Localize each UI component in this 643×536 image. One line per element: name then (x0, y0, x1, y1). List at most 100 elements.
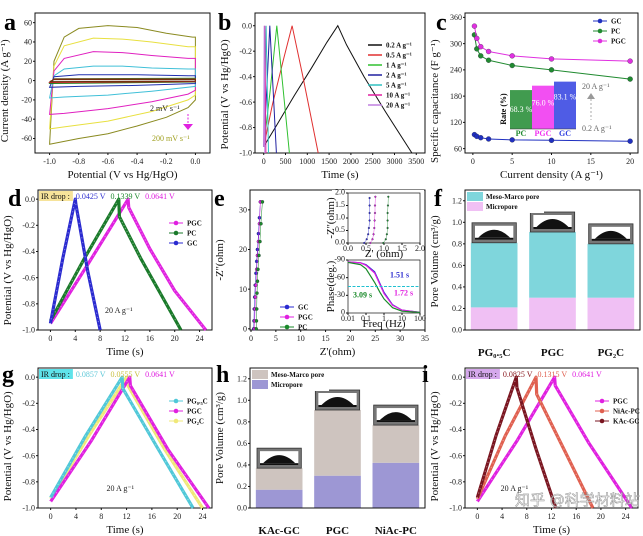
inset-x-axis-label: Z' (ohm) (365, 248, 404, 260)
ir-drop-label-bg (39, 191, 73, 201)
y-tick-label: -0.4 (22, 425, 35, 434)
y-tick-label: 0.6 (237, 439, 247, 448)
y-tick-label: 0.2 (452, 304, 462, 313)
data-point (509, 137, 515, 143)
ir-drop-label: IR drop : (41, 192, 70, 201)
data-point-markers (476, 376, 556, 505)
data-point (367, 226, 370, 230)
legend-marker (173, 220, 179, 226)
series-line (476, 375, 634, 509)
inset-annotation-bottom: 0.2 A g⁻¹ (582, 124, 612, 133)
arrow-down-icon (183, 124, 193, 130)
x-tick-label: 20 (597, 512, 605, 521)
legend-label: KAc-GC (613, 418, 639, 426)
plot-frame (249, 367, 426, 509)
x-tick-label: 3500 (408, 157, 424, 166)
y-tick-label: 0.4 (237, 461, 247, 470)
bar-segment (587, 297, 635, 330)
y-axis-label: Pore Volume (cm³/g) (429, 215, 441, 307)
x-tick-label: 15 (587, 157, 595, 166)
panel-letter: f (434, 186, 443, 212)
legend-label: PC (187, 230, 196, 238)
data-point (509, 62, 515, 69)
panel-letter: b (218, 10, 231, 36)
series-line (49, 375, 195, 509)
data-point (385, 233, 388, 236)
y-tick-label: 20 (239, 245, 247, 254)
x-tick-label: -0.8 (72, 157, 85, 166)
legend-label: GC (187, 240, 198, 248)
y-tick-label: -0.2 (22, 399, 35, 408)
water-droplet (379, 412, 412, 421)
x-tick-label: 0 (49, 512, 53, 521)
legend-label: PC (298, 324, 307, 332)
data-point (471, 23, 478, 29)
legend-label: PGC (611, 38, 626, 46)
current-density-label: 20 A g⁻¹ (106, 484, 134, 493)
data-point (382, 241, 385, 245)
legend-marker (173, 240, 179, 246)
legend-swatch (252, 370, 268, 379)
x-tick-label: 30 (396, 334, 404, 343)
bar-segment (314, 475, 361, 508)
data-point (386, 219, 389, 222)
plot-frame (254, 12, 426, 154)
data-point (509, 53, 515, 59)
y-tick-label: -20 (21, 96, 32, 105)
bar-segment (372, 462, 420, 508)
y-tick-label: 0.8 (237, 418, 247, 427)
legend-box (466, 191, 544, 213)
y-tick-label: 0 (341, 308, 345, 317)
x-tick-label: 0 (48, 334, 52, 343)
y-tick-label: 1.0 (335, 213, 345, 222)
x-tick-label: 10 (297, 334, 305, 343)
data-point (373, 204, 377, 207)
y-tick-label: 1.2 (452, 196, 462, 205)
y-tick-label: -0.2 (449, 399, 462, 408)
data-point (373, 226, 376, 230)
legend-marker (173, 398, 179, 404)
legend-marker (173, 408, 179, 414)
data-point (256, 231, 261, 236)
legend-label: PG₀.₅C (187, 398, 208, 406)
y-axis-label: Potential (V vs Hg/HgO) (2, 215, 14, 325)
panel-letter: a (4, 10, 16, 36)
legend-swatch (467, 202, 483, 211)
legend-swatch (252, 380, 268, 389)
inset-y-label: Rate (%) (499, 93, 508, 125)
x-tick-label: -0.6 (102, 157, 115, 166)
panel-f: f PG₀.₅C PGC PG₂C Meso-Marco pore Micropore 0.… (429, 186, 641, 359)
legend-box (251, 369, 329, 391)
y-tick-label: 300 (450, 39, 462, 48)
y-tick-label: 1.0 (237, 396, 247, 405)
y-tick-label: -0.8 (22, 299, 35, 308)
substrate (318, 405, 357, 407)
series-line (49, 197, 183, 331)
panel-letter: d (8, 186, 22, 212)
data-point (373, 211, 377, 215)
y-tick-label: 0 (28, 76, 32, 85)
y-axis-label: Specific capacitance (F g⁻¹) (429, 39, 441, 163)
data-point (548, 137, 555, 143)
data-point (254, 271, 258, 276)
series-line (49, 37, 196, 130)
data-point-markers (50, 376, 207, 505)
data-point (384, 238, 387, 241)
y-tick-label: 30 (239, 205, 247, 214)
x-tick-label: 16 (572, 512, 580, 521)
legend-marker (284, 324, 290, 330)
inset-category-label: PC (516, 129, 527, 138)
data-point-markers (476, 376, 592, 505)
bar-segment (470, 242, 518, 308)
bar-segment (529, 232, 576, 298)
x-tick-label: 5 (274, 334, 278, 343)
legend-label: 0.2 A g⁻¹ (386, 42, 412, 50)
data-point (255, 247, 260, 252)
y-tick-label: 0.5 (335, 225, 345, 234)
panel-e: e0 5 10 15 20 25 30 350102030Z'(ohm)-Z''(ohm)GC… (214, 186, 429, 358)
scan-rate-low-label: 2 mV s⁻¹ (150, 104, 180, 113)
y-tick-label: 20 (24, 57, 32, 66)
x-tick-label: 12 (548, 512, 556, 521)
